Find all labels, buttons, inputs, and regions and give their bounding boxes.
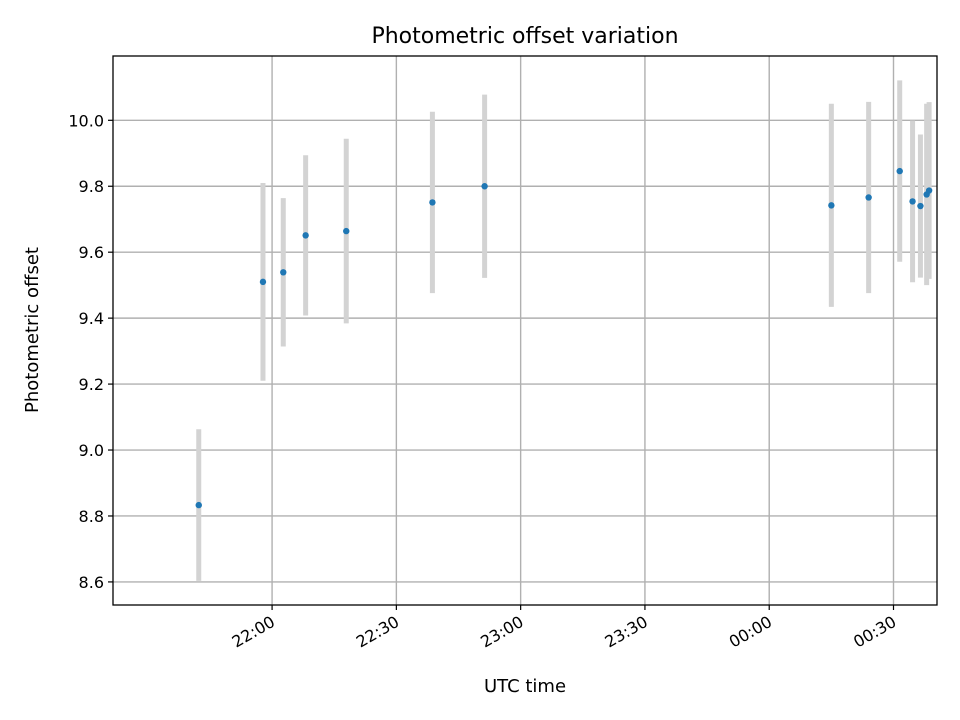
y-tick-label: 9.0 — [79, 441, 104, 460]
y-tick-label: 10.0 — [68, 111, 104, 130]
data-point — [925, 187, 933, 194]
y-tick-label: 9.2 — [79, 375, 104, 394]
data-point — [828, 202, 835, 209]
data-point — [481, 183, 488, 190]
y-axis-label: Photometric offset — [22, 247, 43, 413]
data-point — [909, 198, 916, 205]
data-point — [343, 227, 350, 235]
data-point — [896, 167, 903, 175]
y-tick-label: 8.8 — [79, 507, 104, 526]
y-tick-label: 9.6 — [79, 243, 104, 262]
data-point — [917, 202, 924, 210]
grid — [113, 56, 937, 605]
plot-frame — [112, 55, 938, 606]
data-point — [429, 199, 436, 206]
x-axis-label: UTC time — [484, 676, 566, 697]
y-axis: 8.6 8.8 9.0 9.2 9.4 9.6 9.8 10.0 — [68, 111, 113, 592]
data-points — [195, 167, 933, 509]
data-point — [259, 278, 267, 286]
data-point — [302, 232, 309, 239]
data-point — [280, 269, 287, 276]
chart-title: Photometric offset variation — [371, 24, 678, 49]
y-tick-label: 8.6 — [79, 573, 104, 592]
y-tick-label: 9.4 — [79, 309, 104, 328]
data-point — [865, 194, 872, 201]
y-tick-label: 9.8 — [79, 177, 104, 196]
data-point — [195, 501, 202, 509]
